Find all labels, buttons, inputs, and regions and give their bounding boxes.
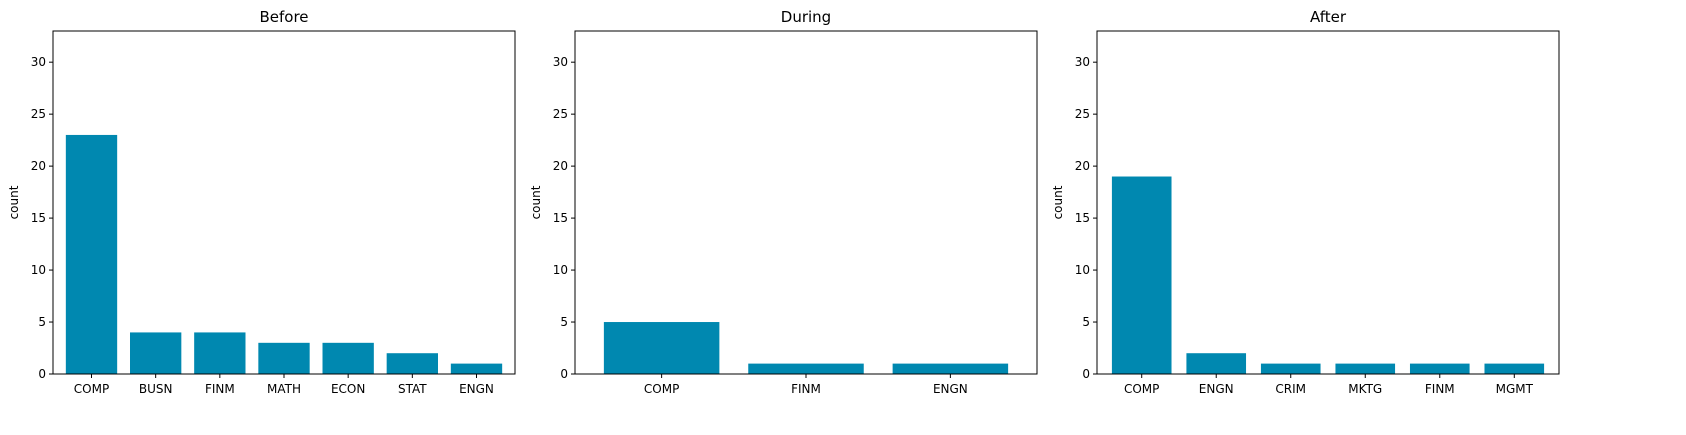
y-tick-label: 15 bbox=[553, 211, 568, 225]
bar-engn bbox=[892, 363, 1009, 374]
axes-frame bbox=[52, 30, 516, 375]
y-tick-label: 30 bbox=[31, 55, 46, 69]
x-tick-label: CRIM bbox=[1275, 382, 1306, 396]
x-tick-label: MGMT bbox=[1496, 382, 1534, 396]
bar-crim bbox=[1260, 363, 1321, 374]
y-tick-label: 30 bbox=[553, 55, 568, 69]
y-tick-label: 5 bbox=[1082, 315, 1090, 329]
axes-frame bbox=[574, 30, 1038, 375]
x-tick-label: COMP bbox=[1124, 382, 1159, 396]
x-tick-label: ENGN bbox=[933, 382, 968, 396]
bar-mgmt bbox=[1484, 363, 1545, 374]
y-tick-label: 0 bbox=[1082, 367, 1090, 381]
chart-panel-before: COMP BUSN FINM MATH ECON STAT ENGN 0 5 10 15 20 25 30… bbox=[7, 8, 516, 396]
y-tick-label: 25 bbox=[1075, 107, 1090, 121]
x-tick-label: ENGN bbox=[1199, 382, 1234, 396]
bar-stat bbox=[386, 353, 438, 374]
bar-econ bbox=[322, 342, 374, 374]
bar-mktg bbox=[1335, 363, 1396, 374]
bar-comp bbox=[65, 134, 118, 374]
x-tick-label: FINM bbox=[791, 382, 821, 396]
y-axis-label: count bbox=[1051, 185, 1065, 219]
y-axis-label: count bbox=[7, 185, 21, 219]
y-tick-label: 10 bbox=[31, 263, 46, 277]
y-tick-label: 5 bbox=[560, 315, 568, 329]
x-tick-label: FINM bbox=[205, 382, 235, 396]
y-tick-label: 30 bbox=[1075, 55, 1090, 69]
bar-finm bbox=[748, 363, 864, 374]
x-tick-label: STAT bbox=[398, 382, 427, 396]
bar-engn bbox=[1186, 353, 1247, 374]
y-tick-label: 0 bbox=[38, 367, 46, 381]
chart-title: Before bbox=[259, 8, 308, 26]
y-tick-label: 5 bbox=[38, 315, 46, 329]
bar-engn bbox=[450, 363, 503, 374]
x-tick-label: BUSN bbox=[139, 382, 173, 396]
y-tick-label: 25 bbox=[31, 107, 46, 121]
bar-busn bbox=[130, 332, 182, 374]
bar-comp bbox=[1111, 176, 1172, 374]
chart-panel-after: COMP ENGN CRIM MKTG FINM MGMT 0 5 10 15 20 25 30 Afte… bbox=[1051, 8, 1560, 396]
y-axis-label: count bbox=[529, 185, 543, 219]
chart-title: During bbox=[781, 8, 831, 26]
y-tick-label: 10 bbox=[1075, 263, 1090, 277]
x-tick-label: FINM bbox=[1425, 382, 1455, 396]
bar-math bbox=[258, 342, 310, 374]
x-tick-label: COMP bbox=[74, 382, 109, 396]
y-tick-label: 20 bbox=[31, 159, 46, 173]
x-tick-label: MKTG bbox=[1348, 382, 1382, 396]
x-tick-label: MATH bbox=[267, 382, 301, 396]
y-tick-label: 25 bbox=[553, 107, 568, 121]
chart-panel-during: COMP FINM ENGN 0 5 10 15 20 25 30 During count bbox=[529, 8, 1038, 396]
y-tick-label: 15 bbox=[1075, 211, 1090, 225]
y-tick-label: 10 bbox=[553, 263, 568, 277]
bar-finm bbox=[1409, 363, 1470, 374]
y-tick-label: 20 bbox=[1075, 159, 1090, 173]
bar-finm bbox=[194, 332, 246, 374]
x-tick-label: ENGN bbox=[459, 382, 494, 396]
bar-comp bbox=[603, 322, 720, 374]
x-tick-label: COMP bbox=[644, 382, 679, 396]
x-tick-label: ECON bbox=[331, 382, 365, 396]
chart-title: After bbox=[1310, 8, 1347, 26]
y-tick-label: 15 bbox=[31, 211, 46, 225]
y-tick-label: 0 bbox=[560, 367, 568, 381]
y-tick-label: 20 bbox=[553, 159, 568, 173]
axes-frame bbox=[1096, 30, 1560, 375]
